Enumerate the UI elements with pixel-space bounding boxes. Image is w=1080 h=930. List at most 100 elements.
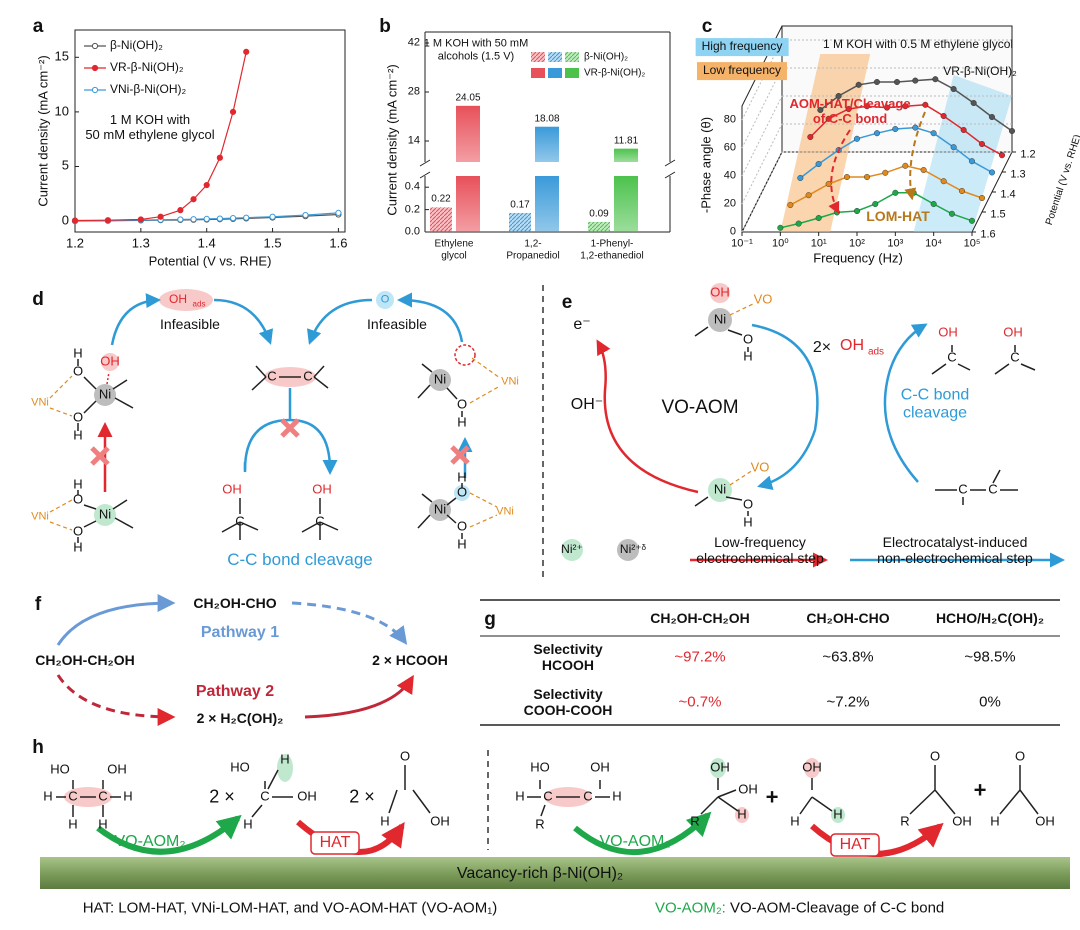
- diagram-text: O: [380, 293, 390, 306]
- data-point: [922, 101, 929, 108]
- y-tick-label: 20: [723, 197, 736, 210]
- data-point: [843, 173, 850, 180]
- diagram-text: HO: [50, 761, 70, 777]
- diagram-text: HAT: [839, 835, 871, 853]
- panel-label: c: [701, 16, 713, 38]
- bar: [456, 176, 480, 232]
- annotation-arrow: [828, 129, 851, 215]
- value-label: 11.81: [613, 134, 639, 146]
- data-point: [969, 217, 976, 224]
- diagram-text: O: [742, 496, 754, 512]
- panel-label: f: [34, 594, 42, 616]
- row-header: Selectivity COOH-COOH: [523, 685, 613, 718]
- diagram-text: C: [303, 368, 313, 384]
- diagram-text: Ni: [433, 371, 447, 387]
- value-label: 0.09: [589, 208, 609, 220]
- data-point: [950, 85, 957, 92]
- data-point: [825, 115, 832, 122]
- table-cell: ~7.2%: [826, 693, 870, 711]
- diagram-text: Pathway 2: [195, 682, 275, 700]
- diagram-text: Ni: [98, 386, 112, 402]
- diagram-text: Low-frequency electrochemical step: [696, 533, 824, 566]
- value-label: 0.17: [510, 199, 530, 211]
- x-tick-label: 10³: [887, 237, 904, 250]
- data-point: [979, 194, 986, 201]
- data-point: [912, 77, 919, 84]
- plot-frame: [74, 29, 346, 233]
- diagram-text: C: [235, 513, 245, 529]
- data-point: [989, 169, 996, 176]
- data-point: [817, 106, 824, 113]
- y-tick-label: 0.0: [404, 225, 420, 238]
- diagram-text: H: [280, 751, 290, 767]
- diagram-text: Ni: [433, 501, 447, 517]
- x-tick-label: 10⁵: [963, 237, 981, 250]
- diagram-text: OH: [710, 759, 730, 775]
- data-point: [940, 112, 947, 119]
- diagram-text: OH: [1035, 813, 1055, 829]
- bar: [614, 148, 638, 162]
- footer: HAT: LOM-HAT, VNi-LOM-HAT, and VO-AOM-HA…: [82, 899, 498, 917]
- data-point: [216, 154, 223, 161]
- diagram-text: H: [73, 539, 83, 555]
- table-rules: [480, 599, 1060, 726]
- legend-box: Low frequency: [696, 62, 788, 80]
- footer: VO-AOM-Cleavage of C-C bond: [730, 899, 945, 917]
- diagram-text: C: [583, 788, 593, 804]
- diagram-text: VO-AOM₂: [114, 832, 186, 850]
- diagram-text: H: [743, 348, 753, 364]
- diagram-text: H: [737, 806, 747, 822]
- grid-line: [741, 67, 783, 149]
- y-tick-label: 80: [723, 113, 736, 126]
- bar: [614, 176, 638, 232]
- z-tick-label: 1.2: [1020, 148, 1036, 161]
- data-point: [968, 158, 975, 165]
- y-axis-label: -Phase angle (θ): [698, 116, 714, 214]
- panel-label: b: [379, 16, 391, 38]
- diagram-text: C: [543, 788, 553, 804]
- panel-f-graphics: [56, 594, 414, 726]
- data-point: [229, 108, 237, 115]
- x-tick-label: 1-Phenyl- 1,2-ethanediol: [580, 238, 644, 262]
- diagram-text: OH: [938, 324, 958, 340]
- data-point: [229, 215, 237, 222]
- diagram-text: VO-AOM: [661, 397, 739, 419]
- diagram-text: 2 ×: [349, 786, 375, 807]
- y-tick-label: 60: [723, 141, 736, 154]
- data-point: [203, 215, 210, 222]
- diagram-text: ads: [867, 346, 885, 358]
- diagram-text: OH: [222, 481, 242, 497]
- diagram-text: OH: [590, 759, 610, 775]
- diagram-text: H: [123, 788, 133, 804]
- diagram-text: VNi: [31, 510, 49, 523]
- diagram-text: OH: [100, 353, 120, 369]
- annotation: 1 M KOH with 0.5 M ethylene glycol: [822, 37, 1014, 52]
- diagram-text: H: [612, 788, 622, 804]
- y-tick-label: 15: [54, 48, 69, 64]
- y-tick-label: 0.2: [404, 203, 420, 216]
- x-tick-label: 10⁰: [772, 237, 789, 250]
- diagram-text: Ni: [98, 506, 112, 522]
- data-point: [853, 135, 860, 142]
- diagram-text: OH: [802, 759, 822, 775]
- table-cell: ~63.8%: [822, 648, 874, 666]
- z-tick-label: 1.5: [990, 208, 1006, 221]
- diagram-text: Ni: [713, 311, 727, 327]
- data-point: [104, 217, 112, 224]
- diagram-text: OH: [169, 292, 187, 307]
- diagram-text: H: [833, 806, 843, 822]
- y-tick-label: 5: [61, 158, 69, 174]
- diagram-text: H: [68, 816, 78, 832]
- axis-break: [419, 159, 431, 179]
- footer: VO-AOM₂:: [655, 899, 726, 917]
- y-tick-label: 0: [61, 212, 69, 228]
- diagram-text: C: [947, 349, 957, 365]
- diagram-text: R: [535, 816, 545, 832]
- value-label: 0.22: [431, 193, 451, 205]
- grid-line: [741, 39, 783, 121]
- data-point: [999, 152, 1006, 159]
- data-point: [177, 207, 184, 214]
- column-header: HCHO/H₂C(OH)₂: [935, 609, 1045, 626]
- diagram-text: O: [1014, 748, 1026, 764]
